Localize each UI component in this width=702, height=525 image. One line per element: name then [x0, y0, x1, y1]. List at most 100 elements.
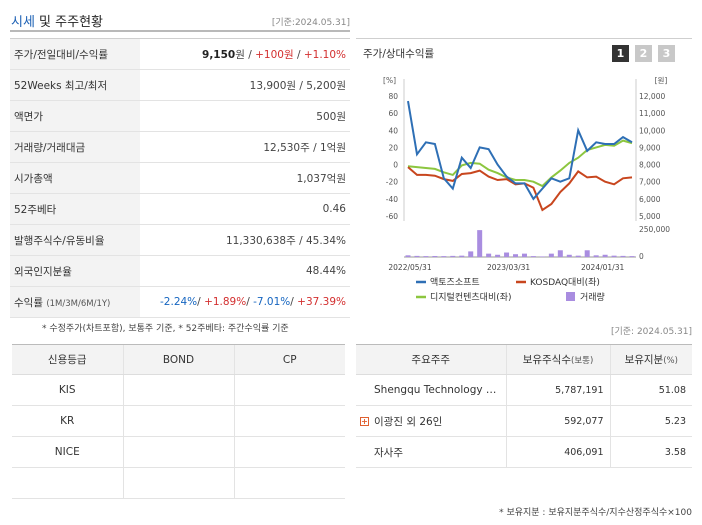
right-tick-label: 11,000 — [639, 109, 665, 118]
bond-rating — [122, 405, 234, 437]
volume-bar — [521, 253, 527, 257]
chart-tab-1[interactable]: 1 — [612, 45, 629, 62]
table-row: 주가/전일대비/수익률 9,150원 / +100원 / +1.10% — [10, 38, 350, 70]
ratio-header: 보유지분 — [624, 354, 664, 366]
volume-bar — [584, 250, 590, 257]
ratio-header-unit: (%) — [663, 356, 678, 366]
volume-bar — [423, 256, 429, 257]
table-row: 52Weeks 최고/최저 13,900원 / 5,200원 — [10, 69, 350, 101]
volume-bar — [602, 254, 608, 257]
right-tick-label: 6,000 — [639, 195, 661, 204]
row-label: 시가총액 — [10, 162, 140, 194]
holder-ratio: 51.08 — [609, 374, 692, 406]
return-3m: +1.89% — [204, 296, 247, 308]
volume-bar — [629, 256, 635, 257]
volume-tick-label: 250,000 — [639, 225, 670, 234]
close-price: 9,150 — [202, 48, 236, 61]
reference-date-right: [기준: 2024.05.31] — [610, 327, 692, 337]
volume-bar — [530, 256, 536, 257]
returns-value: -2.24%/ +1.89%/ -7.01%/ +37.39% — [140, 286, 350, 318]
table-header-row: 신용등급 BOND CP — [12, 344, 345, 375]
column-header: 보유주식수(보통) — [505, 344, 610, 375]
table-row: KR — [12, 405, 345, 437]
price-unit: 원 — [235, 48, 245, 61]
volume-bar — [539, 256, 545, 257]
holder-cell: + 이광진 외 26인 — [356, 405, 506, 437]
table-row: 52주베타 0.46 — [10, 193, 350, 225]
returns-period-label: (1M/3M/6M/1Y) — [46, 298, 111, 309]
expand-plus-icon[interactable]: + — [360, 417, 369, 426]
separator: / — [244, 48, 256, 61]
volume-bar — [468, 251, 474, 257]
table-row: NICE — [12, 436, 345, 468]
table-row: 액면가 500원 — [10, 100, 350, 132]
table-row: 수익률 (1M/3M/6M/1Y) -2.24%/ +1.89%/ -7.01%… — [10, 286, 350, 318]
left-tick-label: 80 — [388, 92, 398, 101]
chart-tab-3[interactable]: 3 — [658, 45, 675, 62]
volume-bar — [459, 255, 465, 257]
volume-bar — [513, 254, 519, 257]
separator: / — [246, 296, 254, 308]
row-value: 11,330,638주 / 45.34% — [140, 224, 350, 256]
series-line — [407, 100, 633, 201]
shareholder-table: 주요주주 보유주식수(보통) 보유지분(%) Shengqu Technolog… — [356, 344, 692, 468]
left-tick-label: -20 — [386, 178, 398, 187]
left-tick-label: 0 — [393, 161, 398, 170]
right-tick-label: 9,000 — [639, 143, 661, 152]
shares-header-unit: (보통) — [571, 356, 594, 366]
column-header: 신용등급 — [12, 344, 123, 375]
return-6m: -7.01% — [253, 296, 291, 308]
legend-label: 액토즈소프트 — [430, 276, 480, 288]
x-tick-label: 2022/05/31 — [388, 263, 431, 272]
agency-name — [12, 467, 123, 499]
holder-shares: 5,787,191 — [505, 374, 610, 406]
bond-rating — [122, 436, 234, 468]
row-value: 12,530주 / 1억원 — [140, 131, 350, 163]
row-label: 52Weeks 최고/최저 — [10, 69, 140, 101]
volume-bar — [504, 252, 510, 257]
holder-name: Shengqu Technology … — [356, 374, 506, 406]
chart-tab-2[interactable]: 2 — [635, 45, 652, 62]
volume-bar — [432, 255, 438, 257]
legend-label: KOSDAQ대비(좌) — [530, 277, 600, 288]
credit-rating-table: 신용등급 BOND CP KIS KR NICE — [12, 344, 345, 499]
table-row: 발행주식수/유동비율 11,330,638주 / 45.34% — [10, 224, 350, 256]
holder-name[interactable]: 이광진 외 26인 — [374, 415, 443, 428]
volume-bar — [557, 250, 563, 257]
price-value: 9,150원 / +100원 / +1.10% — [140, 38, 350, 70]
row-label: 주가/전일대비/수익률 — [10, 38, 140, 70]
row-value: 500원 — [140, 100, 350, 132]
row-label: 52주베타 — [10, 193, 140, 225]
market-footnote: * 수정주가(차트포함), 보통주 기준, * 52주베타: 주간수익률 기준 — [42, 324, 289, 334]
left-axis-unit: [%] — [383, 76, 396, 85]
left-tick-label: 40 — [388, 126, 398, 135]
left-tick-label: -60 — [386, 212, 398, 221]
left-tick-label: 20 — [388, 143, 398, 152]
table-row: + 이광진 외 26인 592,077 5.23 — [356, 405, 692, 437]
volume-bar — [405, 255, 411, 257]
volume-bar — [486, 253, 492, 257]
agency-name: NICE — [12, 436, 123, 468]
holder-ratio: 5.23 — [609, 405, 692, 437]
column-header: 주요주주 — [356, 344, 506, 375]
return-1m: -2.24% — [160, 296, 198, 308]
chart-panel: 주가/상대수익률 1 2 3 [%] [원] 80 60 40 20 0 -20 -40 -60 1… — [356, 38, 692, 314]
volume-bar — [441, 256, 447, 257]
price-change: +100원 — [255, 48, 294, 61]
market-info-table: 주가/전일대비/수익률 9,150원 / +100원 / +1.10% 52We… — [10, 38, 350, 318]
reference-date: [기준:2024.05.31] — [271, 18, 350, 28]
row-value: 13,900원 / 5,200원 — [140, 69, 350, 101]
row-value: 48.44% — [140, 255, 350, 287]
legend-swatch — [566, 292, 575, 301]
right-tick-label: 7,000 — [639, 178, 661, 187]
holder-shares: 406,091 — [505, 436, 610, 468]
section-header: 시세 및 주주현황 [기준:2024.05.31] — [10, 6, 350, 32]
title-accent: 시세 — [11, 15, 35, 30]
separator: / — [197, 296, 205, 308]
returns-label: 수익률 — [14, 296, 43, 309]
holder-shares: 592,077 — [505, 405, 610, 437]
column-header: 보유지분(%) — [609, 344, 692, 375]
volume-bar — [566, 254, 572, 257]
row-label: 거래량/거래대금 — [10, 131, 140, 163]
volume-bar — [620, 255, 626, 257]
